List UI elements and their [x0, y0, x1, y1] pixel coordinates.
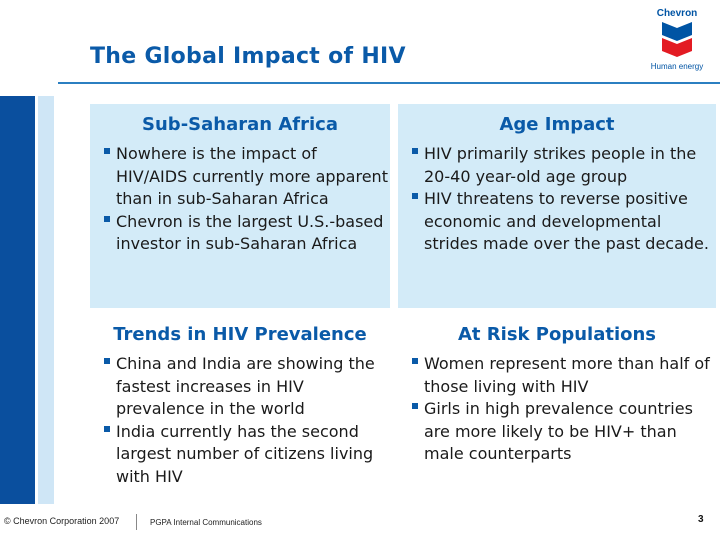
footer-copyright: © Chevron Corporation 2007 [4, 516, 120, 526]
bullet-list: China and India are showing the fastest … [90, 353, 390, 488]
slide-title: The Global Impact of HIV [90, 44, 406, 69]
bullet-item: India currently has the second largest n… [104, 421, 390, 489]
footer-divider [136, 514, 137, 530]
bullet-item: HIV threatens to reverse positive econom… [412, 188, 716, 256]
logo-wordmark: Chevron [656, 8, 698, 19]
chevron-logo: Chevron Human energy [646, 8, 708, 71]
section-at-risk-populations: At Risk Populations Women represent more… [398, 314, 716, 504]
section-heading: Age Impact [499, 114, 615, 135]
bullet-item: China and India are showing the fastest … [104, 353, 390, 421]
bullet-list: Women represent more than half of those … [398, 353, 716, 466]
section-sub-saharan-africa: Sub-Saharan Africa Nowhere is the impact… [90, 104, 390, 308]
bullet-item: Chevron is the largest U.S.-based invest… [104, 211, 390, 256]
section-heading: Sub-Saharan Africa [142, 114, 338, 135]
footer-department: PGPA Internal Communications [150, 518, 262, 527]
bullet-item: Girls in high prevalence countries are m… [412, 398, 716, 466]
logo-tagline: Human energy [650, 62, 704, 71]
bullet-list: HIV primarily strikes people in the 20-4… [398, 143, 716, 256]
bullet-item: HIV primarily strikes people in the 20-4… [412, 143, 716, 188]
section-trends-in-hiv-prevalence: Trends in HIV Prevalence China and India… [90, 314, 390, 504]
bullet-item: Women represent more than half of those … [412, 353, 716, 398]
section-age-impact: Age Impact HIV primarily strikes people … [398, 104, 716, 308]
page-number: 3 [698, 514, 704, 525]
chevron-hallmark-icon [662, 22, 692, 57]
left-accent-bar-dark [0, 96, 35, 504]
bullet-item: Nowhere is the impact of HIV/AIDS curren… [104, 143, 390, 211]
title-divider [58, 82, 720, 84]
section-heading: At Risk Populations [457, 324, 657, 345]
bullet-list: Nowhere is the impact of HIV/AIDS curren… [90, 143, 390, 256]
left-accent-bar-light [38, 96, 54, 504]
section-heading: Trends in HIV Prevalence [113, 324, 367, 345]
